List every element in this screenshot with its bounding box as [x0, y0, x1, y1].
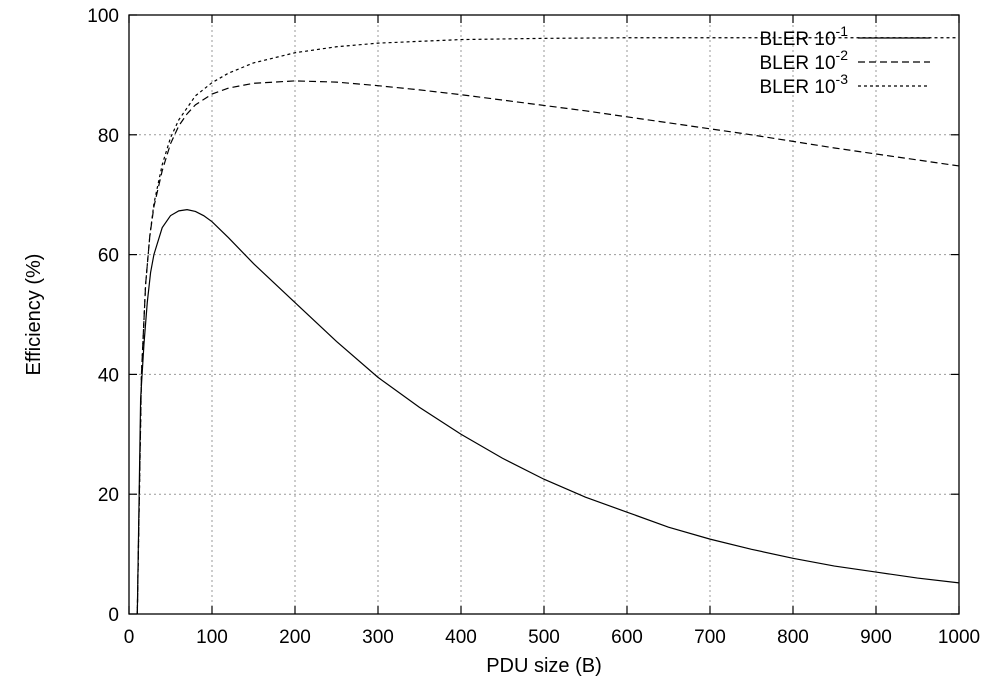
x-axis-label: PDU size (B) [486, 655, 602, 677]
x-tick-label: 700 [694, 627, 726, 648]
y-axis-label: Efficiency (%) [23, 254, 45, 376]
x-tick-label: 500 [528, 627, 560, 648]
grid-lines [129, 15, 959, 614]
y-tick-label: 100 [87, 6, 119, 27]
x-tick-label: 0 [124, 627, 135, 648]
y-tick-label: 0 [108, 605, 119, 626]
x-tick-label: 200 [279, 627, 311, 648]
series-line-1 [136, 209, 960, 615]
series-line-3 [136, 37, 959, 615]
y-tick-label: 80 [98, 126, 119, 147]
y-tick-label: 40 [98, 365, 119, 386]
x-tick-label: 600 [611, 627, 643, 648]
x-tick-label: 900 [860, 627, 892, 648]
y-tick-label: 20 [98, 485, 119, 506]
x-tick-label: 300 [362, 627, 394, 648]
legend-label-2: BLER 10-2 [760, 47, 849, 74]
x-tick-label: 1000 [938, 627, 980, 648]
series-line-2 [136, 80, 960, 615]
legend-label-1: BLER 10-1 [760, 23, 849, 50]
series-lines [136, 37, 960, 615]
y-tick-label: 60 [98, 246, 119, 267]
x-tick-label: 800 [777, 627, 809, 648]
x-tick-label: 400 [445, 627, 477, 648]
legend-label-3: BLER 10-3 [760, 71, 849, 98]
axis-ticks: 0 100 200 300 400 500 600 700 800 900 1000 0 20 40 60 8… [87, 6, 980, 648]
x-tick-label: 100 [196, 627, 228, 648]
